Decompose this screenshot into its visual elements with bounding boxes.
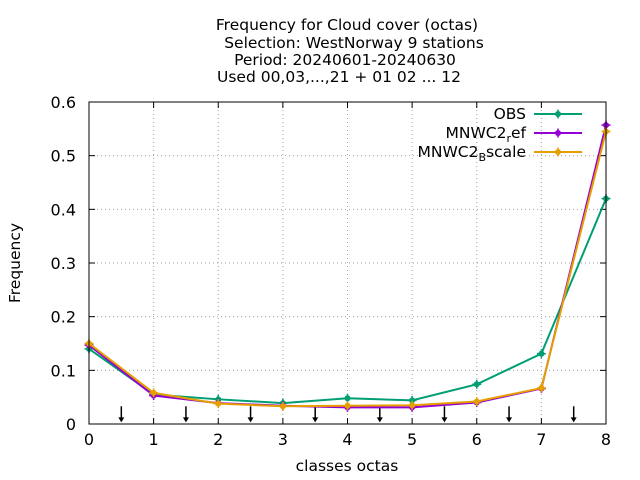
y-tick-label-6: 0.6: [51, 93, 76, 112]
y-tick-label-3: 0.3: [51, 254, 76, 273]
point-mnwc2-bscale-4: [343, 401, 352, 411]
y-axis-label: Frequency: [6, 223, 24, 303]
title-line-4: Used 00,03,...,21 + 01 02 ... 12: [217, 68, 461, 86]
y-tick-label-4: 0.4: [51, 200, 76, 219]
grid-lines: [89, 102, 606, 424]
point-mnwc2-bscale-2: [213, 399, 223, 409]
series-line-mnwc2-bscale: [88, 131, 607, 408]
boundary-arrow-5: [441, 406, 448, 423]
point-mnwc2-bscale-3: [278, 401, 288, 411]
point-mnwc2-bscale-5: [407, 400, 417, 410]
y-tick-label-5: 0.5: [51, 147, 76, 166]
chart-title: Frequency for Cloud cover (octas) Select…: [216, 16, 484, 86]
x-axis-ticks: 0 1 2 3 4 5 6 7 8: [84, 102, 611, 449]
point-obs-6: [472, 379, 482, 389]
legend-label-mnwc2-bscale: MNWC2Bscale: [418, 143, 526, 164]
series-mnwc2-bscale: [84, 127, 611, 411]
legend-label-mnwc2-ref: MNWC2ref: [445, 124, 526, 145]
legend-marker-obs: [553, 109, 563, 119]
x-tick-label-4: 4: [342, 430, 352, 449]
title-line-2: Selection: WestNorway 9 stations: [224, 34, 484, 52]
y-tick-label-0: 0: [66, 415, 76, 434]
legend-marker-mnwc2-bscale: [553, 147, 563, 157]
y-tick-label-1: 0.1: [51, 361, 76, 380]
point-obs-4: [343, 393, 352, 403]
boundary-arrow-0: [118, 406, 125, 423]
x-tick-label-7: 7: [536, 430, 546, 449]
y-axis-ticks: 0 0.1 0.2 0.3 0.4 0.5 0.6: [51, 93, 606, 434]
boundary-arrow-6: [506, 406, 513, 423]
title-line-3: Period: 20240601-20240630: [234, 51, 456, 69]
boundary-arrow-4: [376, 406, 383, 423]
x-tick-label-3: 3: [278, 430, 288, 449]
series-line-obs: [88, 198, 607, 405]
boundary-arrow-2: [247, 406, 254, 423]
boundary-arrow-7: [570, 406, 577, 423]
legend-marker-mnwc2-ref: [553, 128, 563, 138]
boundary-arrow-1: [182, 406, 189, 423]
title-line-1: Frequency for Cloud cover (octas): [216, 16, 478, 34]
y-tick-label-2: 0.2: [51, 308, 76, 327]
x-tick-label-6: 6: [472, 430, 482, 449]
x-tick-label-8: 8: [601, 430, 611, 449]
x-tick-label-0: 0: [84, 430, 94, 449]
point-obs-7: [536, 349, 546, 359]
x-tick-label-5: 5: [407, 430, 417, 449]
boundary-arrow-3: [312, 406, 319, 423]
legend: OBS MNWC2ref MNWC2Bscale: [418, 105, 582, 164]
point-mnwc2-bscale-1: [149, 388, 159, 398]
x-tick-label-2: 2: [213, 430, 223, 449]
point-mnwc2-bscale-6: [472, 396, 482, 406]
legend-label-obs: OBS: [494, 105, 526, 123]
x-axis-label: classes octas: [296, 457, 399, 475]
class-boundary-arrows: [118, 406, 577, 423]
plot-frame: [88, 101, 607, 425]
x-tick-label-1: 1: [149, 430, 159, 449]
point-mnwc2-bscale-7: [536, 383, 546, 393]
